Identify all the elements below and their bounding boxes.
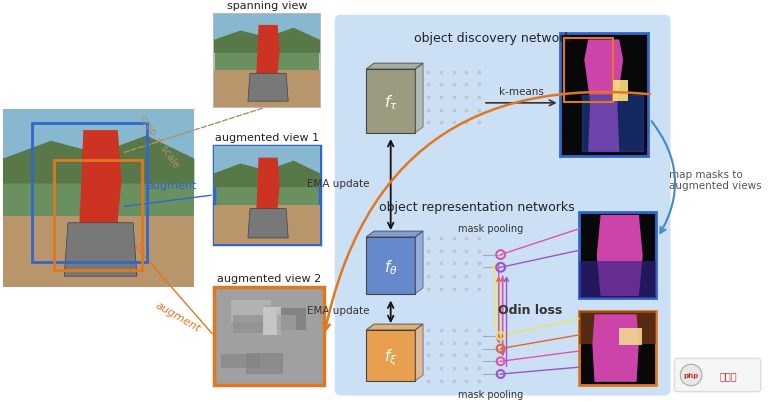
Text: map masks to
augmented views: map masks to augmented views [669,170,761,191]
FancyBboxPatch shape [3,109,195,287]
Polygon shape [366,231,423,237]
Polygon shape [597,215,643,296]
FancyBboxPatch shape [579,312,656,385]
Polygon shape [415,324,423,381]
Text: augment: augment [154,300,203,333]
Polygon shape [214,146,320,184]
FancyBboxPatch shape [214,287,324,385]
Text: augment: augment [146,180,196,190]
Text: EMA update: EMA update [307,179,369,188]
Polygon shape [214,205,320,244]
Polygon shape [593,314,639,382]
FancyBboxPatch shape [231,300,271,322]
FancyBboxPatch shape [579,212,656,298]
FancyBboxPatch shape [246,352,283,374]
Polygon shape [366,70,415,134]
Polygon shape [64,223,137,277]
Polygon shape [3,109,195,177]
Polygon shape [584,41,623,153]
Text: EMA update: EMA update [307,306,369,316]
Polygon shape [366,330,415,381]
Polygon shape [366,237,415,294]
FancyBboxPatch shape [275,309,307,330]
Text: mask pooling: mask pooling [458,389,523,399]
FancyBboxPatch shape [579,312,656,344]
Text: $f_{\xi}$: $f_{\xi}$ [384,346,397,367]
Text: k-means: k-means [499,87,543,97]
Text: object discovery network: object discovery network [414,32,572,45]
Polygon shape [214,28,320,54]
Polygon shape [612,81,629,101]
Polygon shape [256,26,280,93]
FancyBboxPatch shape [278,315,296,338]
FancyBboxPatch shape [335,184,670,395]
FancyBboxPatch shape [582,95,644,152]
Polygon shape [214,161,320,188]
Text: augmented view 1: augmented view 1 [215,133,319,143]
Text: crop + scale: crop + scale [138,114,181,169]
Text: php: php [683,372,698,378]
Polygon shape [248,74,289,102]
Circle shape [680,365,702,386]
Polygon shape [415,231,423,294]
FancyBboxPatch shape [214,15,320,107]
Text: 了位网: 了位网 [719,370,737,380]
Polygon shape [248,209,289,238]
Text: $f_{\theta}$: $f_{\theta}$ [384,257,397,276]
Polygon shape [3,216,195,287]
Polygon shape [3,136,195,184]
Polygon shape [256,158,280,229]
Polygon shape [80,131,122,259]
FancyBboxPatch shape [579,262,656,298]
Text: Odin loss: Odin loss [498,304,562,316]
Polygon shape [366,64,423,70]
FancyBboxPatch shape [335,16,670,186]
Text: $f_{\tau}$: $f_{\tau}$ [384,93,397,112]
FancyBboxPatch shape [263,307,282,335]
Text: mask pooling: mask pooling [458,223,523,233]
Text: spanning view: spanning view [227,1,307,11]
FancyBboxPatch shape [674,358,761,392]
FancyBboxPatch shape [214,146,320,244]
Polygon shape [214,71,320,107]
Polygon shape [415,64,423,134]
FancyBboxPatch shape [232,315,264,333]
Text: object representation networks: object representation networks [378,200,575,213]
FancyBboxPatch shape [264,305,288,322]
Polygon shape [619,328,642,345]
FancyBboxPatch shape [221,354,260,368]
Polygon shape [366,324,423,330]
Polygon shape [214,15,320,50]
FancyBboxPatch shape [560,34,648,156]
Text: augmented view 2: augmented view 2 [217,273,321,283]
